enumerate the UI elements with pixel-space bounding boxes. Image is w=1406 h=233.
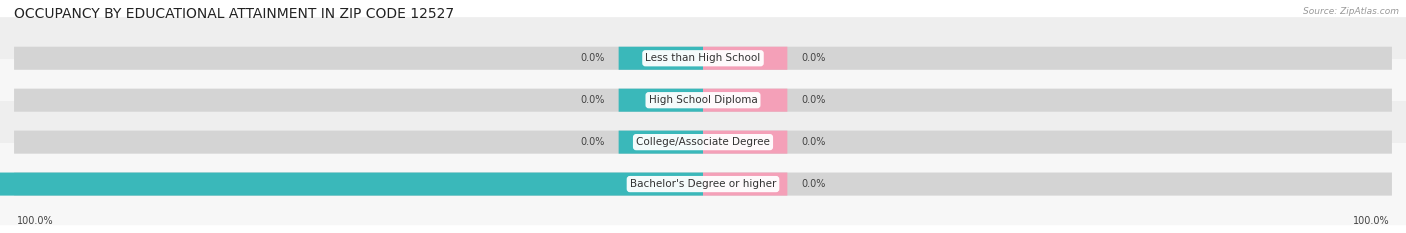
Text: 0.0%: 0.0%: [581, 137, 605, 147]
Text: 0.0%: 0.0%: [801, 95, 825, 105]
Text: Bachelor's Degree or higher: Bachelor's Degree or higher: [630, 179, 776, 189]
FancyBboxPatch shape: [14, 47, 1392, 70]
Text: Less than High School: Less than High School: [645, 53, 761, 63]
FancyBboxPatch shape: [0, 59, 1406, 141]
Text: 100.0%: 100.0%: [17, 216, 53, 226]
FancyBboxPatch shape: [619, 131, 703, 154]
FancyBboxPatch shape: [14, 131, 1392, 154]
Text: OCCUPANCY BY EDUCATIONAL ATTAINMENT IN ZIP CODE 12527: OCCUPANCY BY EDUCATIONAL ATTAINMENT IN Z…: [14, 7, 454, 21]
Text: College/Associate Degree: College/Associate Degree: [636, 137, 770, 147]
FancyBboxPatch shape: [703, 172, 787, 196]
FancyBboxPatch shape: [14, 172, 1392, 196]
Text: Source: ZipAtlas.com: Source: ZipAtlas.com: [1303, 7, 1399, 16]
FancyBboxPatch shape: [703, 89, 787, 112]
Text: 0.0%: 0.0%: [801, 179, 825, 189]
Text: 0.0%: 0.0%: [801, 53, 825, 63]
FancyBboxPatch shape: [14, 89, 1392, 112]
FancyBboxPatch shape: [703, 47, 787, 70]
Text: 0.0%: 0.0%: [581, 53, 605, 63]
FancyBboxPatch shape: [0, 143, 1406, 225]
FancyBboxPatch shape: [0, 172, 703, 196]
FancyBboxPatch shape: [0, 101, 1406, 183]
Text: 100.0%: 100.0%: [1353, 216, 1389, 226]
Text: 0.0%: 0.0%: [801, 137, 825, 147]
FancyBboxPatch shape: [619, 47, 703, 70]
Text: High School Diploma: High School Diploma: [648, 95, 758, 105]
FancyBboxPatch shape: [619, 89, 703, 112]
Text: 0.0%: 0.0%: [581, 95, 605, 105]
FancyBboxPatch shape: [0, 17, 1406, 99]
FancyBboxPatch shape: [703, 131, 787, 154]
